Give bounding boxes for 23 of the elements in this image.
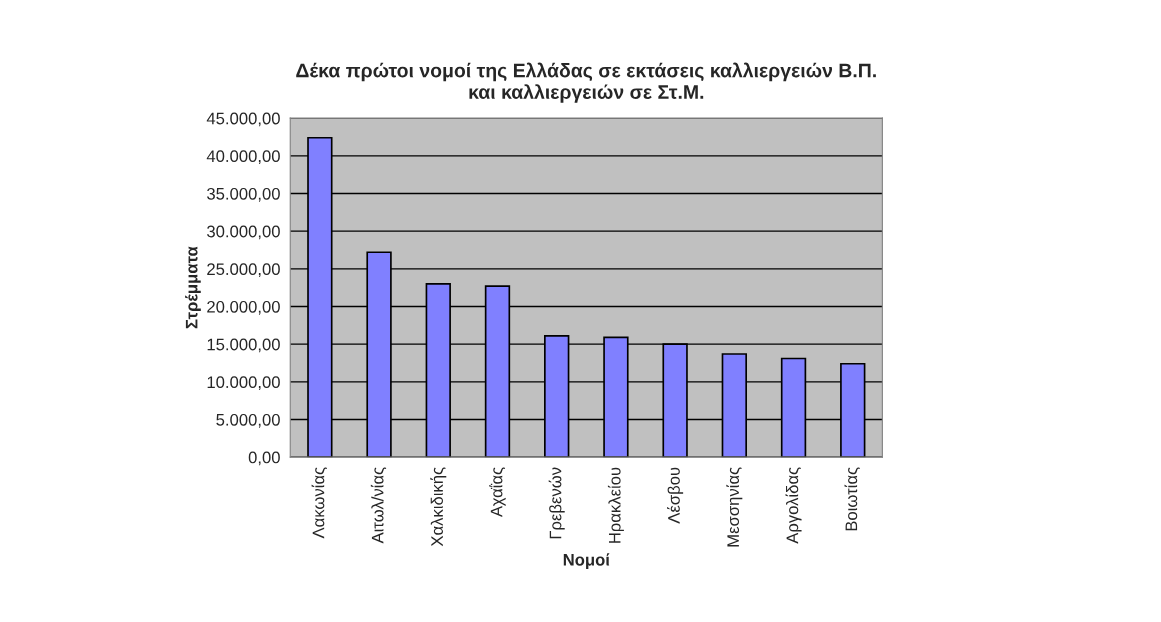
y-tick-label: 0,00 [248, 451, 280, 466]
y-tick-label: 30.000,00 [207, 225, 280, 240]
x-tick-label: Ηρακλείου [607, 467, 624, 543]
x-tick-label: Χαλκιδικής [430, 467, 447, 547]
x-tick-label: Αχαΐας [489, 467, 506, 517]
y-tick-label: 20.000,00 [207, 300, 280, 315]
x-tick-label: Αργολίδας [785, 467, 802, 544]
x-tick-label: Βοιωτίας [844, 467, 860, 531]
x-tick-label: Λακωνίας [311, 467, 328, 539]
y-tick-label: 10.000,00 [207, 376, 280, 391]
x-tick-label: Λέσβου [667, 467, 684, 524]
x-tick-label: Γρεβενών [548, 467, 565, 539]
x-tick-label: Αιτωλ/νίας [370, 467, 387, 544]
y-tick-label: 45.000,00 [206, 112, 280, 127]
y-tick-label: 15.000,00 [207, 338, 280, 353]
x-axis-title: Νομοί [563, 553, 610, 569]
x-tick-label: Μεσσηνίας [726, 467, 743, 547]
y-tick-label: 35.000,00 [207, 187, 280, 202]
y-axis-title: Στρέμματα [185, 246, 201, 329]
y-tick-label: 40.000,00 [206, 150, 280, 165]
y-tick-label: 25.000,00 [207, 263, 280, 278]
chart-title: Δέκα πρώτοι νομοί της Ελλάδας σε εκτάσεις καλλιεργειών Β.Π. και καλλιεργειών σε Στ.Μ. [296, 62, 876, 103]
y-tick-label: 5.000,00 [216, 413, 280, 428]
